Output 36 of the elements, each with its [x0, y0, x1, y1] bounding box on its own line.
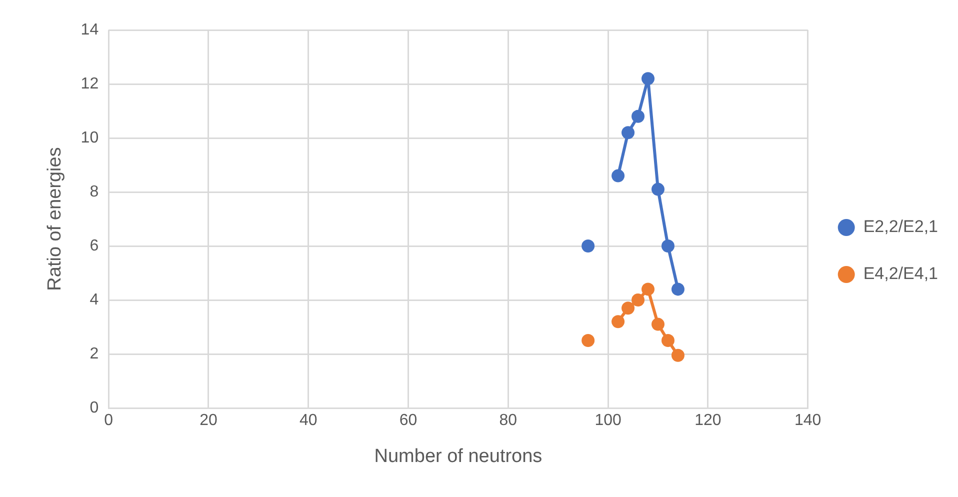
point	[652, 182, 664, 196]
x-axis-title: Number of neutrons	[374, 446, 542, 467]
x-tick-label: 100	[594, 412, 622, 430]
point	[661, 334, 674, 347]
point	[642, 72, 655, 86]
point	[622, 302, 635, 315]
point	[632, 110, 645, 123]
point	[582, 334, 595, 347]
x-tick-label: 80	[499, 412, 518, 430]
x-tick-label: 60	[399, 412, 418, 430]
x-tick-label: 40	[299, 412, 318, 430]
y-tick-label: 0	[90, 399, 99, 416]
x-tick-label: 120	[694, 412, 722, 430]
y-tick-label: 10	[80, 129, 99, 146]
y-tick-label: 8	[90, 183, 99, 200]
point	[632, 294, 645, 306]
point	[612, 315, 625, 328]
point	[652, 318, 664, 331]
point	[661, 240, 674, 252]
y-tick-label: 6	[90, 237, 99, 254]
point	[671, 348, 684, 362]
legend-label: E4,2/E4,1	[863, 264, 938, 284]
point	[612, 169, 625, 182]
y-tick-label: 4	[90, 291, 99, 308]
point	[622, 126, 635, 140]
y-tick-label: 12	[80, 75, 99, 92]
x-tick-label: 0	[104, 412, 114, 430]
x-tick-label: 20	[200, 412, 218, 430]
legend-label: E2,2/E2,1	[863, 217, 938, 236]
point	[582, 240, 595, 252]
x-tick-label: 140	[794, 412, 822, 430]
point	[642, 282, 655, 296]
point	[671, 282, 684, 296]
y-tick-label: 2	[90, 345, 99, 362]
y-tick-label: 14	[80, 21, 99, 38]
y-axis-title: Ratio of energies	[44, 147, 66, 291]
